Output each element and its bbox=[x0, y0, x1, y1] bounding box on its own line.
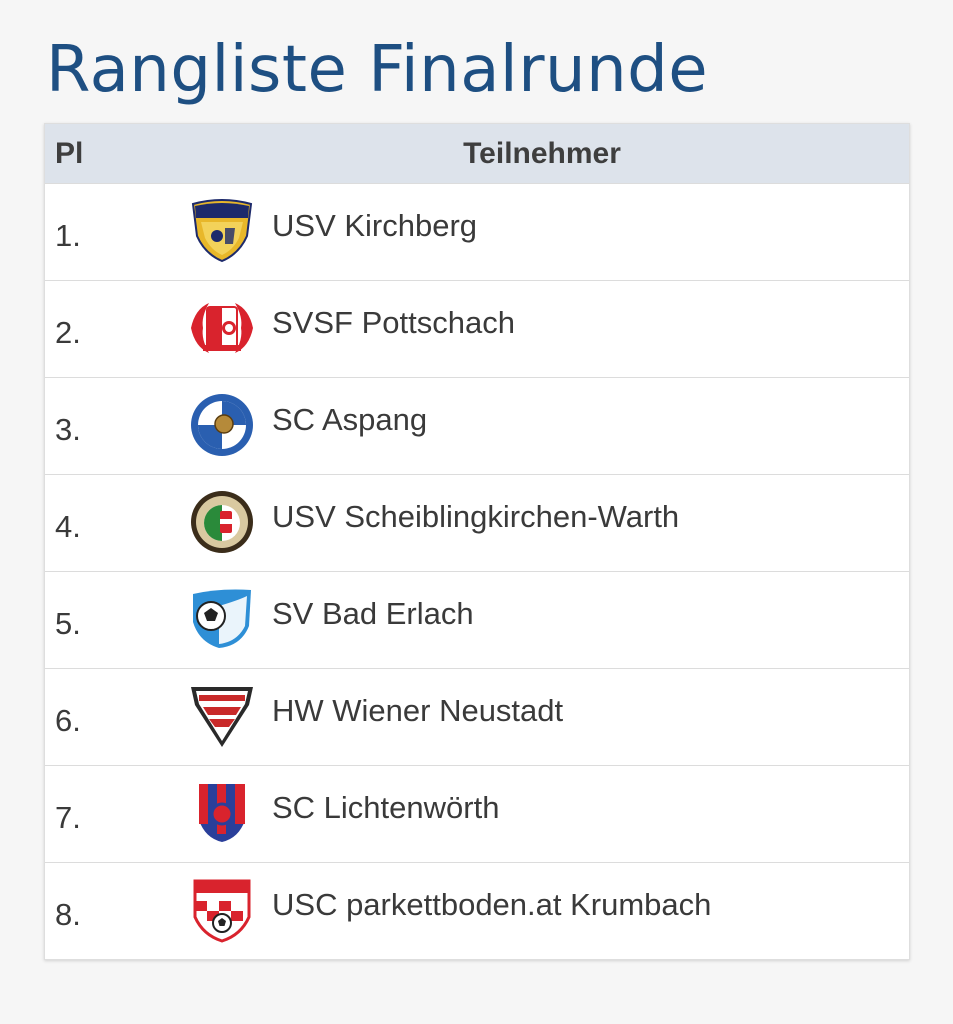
row-rank: 5. bbox=[55, 606, 81, 641]
table-row[interactable]: 8. USC parkettboden.at Krumbach bbox=[45, 862, 909, 959]
usv-scheiblingkirchen-crest-icon bbox=[189, 489, 255, 555]
table-header: Pl Teilnehmer bbox=[45, 124, 909, 183]
team-name[interactable]: HW Wiener Neustadt bbox=[272, 693, 564, 728]
team-name[interactable]: USV Kirchberg bbox=[272, 208, 478, 243]
team-name[interactable]: SVSF Pottschach bbox=[272, 305, 515, 340]
row-rank: 1. bbox=[55, 218, 81, 253]
table-row[interactable]: 6. HW Wiener Neustadt bbox=[45, 668, 909, 765]
page-title: Rangliste Finalrunde bbox=[46, 33, 709, 107]
row-rank: 6. bbox=[55, 703, 81, 738]
sv-bad-erlach-crest-icon bbox=[189, 586, 255, 652]
sc-lichtenwoerth-crest-icon bbox=[189, 780, 255, 846]
team-name[interactable]: USC parkettboden.at Krumbach bbox=[272, 887, 712, 922]
table-row[interactable]: 5. SV Bad Erlach bbox=[45, 571, 909, 668]
table-row[interactable]: 4. USV Scheiblingkirchen-Warth bbox=[45, 474, 909, 571]
table-row[interactable]: 2. SVSF Pottschach bbox=[45, 280, 909, 377]
table-row[interactable]: 3. SC Aspang bbox=[45, 377, 909, 474]
row-rank: 3. bbox=[55, 412, 81, 447]
header-team: Teilnehmer bbox=[463, 136, 621, 170]
team-name[interactable]: SC Aspang bbox=[272, 402, 428, 437]
usc-krumbach-crest-icon bbox=[189, 877, 255, 943]
team-name[interactable]: SC Lichtenwörth bbox=[272, 790, 500, 825]
svsf-pottschach-crest-icon bbox=[189, 295, 255, 361]
team-name[interactable]: USV Scheiblingkirchen-Warth bbox=[272, 499, 680, 534]
team-name[interactable]: SV Bad Erlach bbox=[272, 596, 474, 631]
row-rank: 4. bbox=[55, 509, 81, 544]
sc-aspang-crest-icon bbox=[189, 392, 255, 458]
header-place: Pl bbox=[55, 136, 84, 170]
row-rank: 7. bbox=[55, 800, 81, 835]
table-row[interactable]: 1. USV Kirchberg bbox=[45, 183, 909, 280]
row-rank: 8. bbox=[55, 897, 81, 932]
hw-wiener-neustadt-crest-icon bbox=[189, 683, 255, 749]
row-rank: 2. bbox=[55, 315, 81, 350]
usv-kirchberg-crest-icon bbox=[189, 198, 255, 264]
table-row[interactable]: 7. SC Lichtenwörth bbox=[45, 765, 909, 862]
standings-table: Pl Teilnehmer 1. USV Kirchberg 2. bbox=[44, 123, 910, 960]
